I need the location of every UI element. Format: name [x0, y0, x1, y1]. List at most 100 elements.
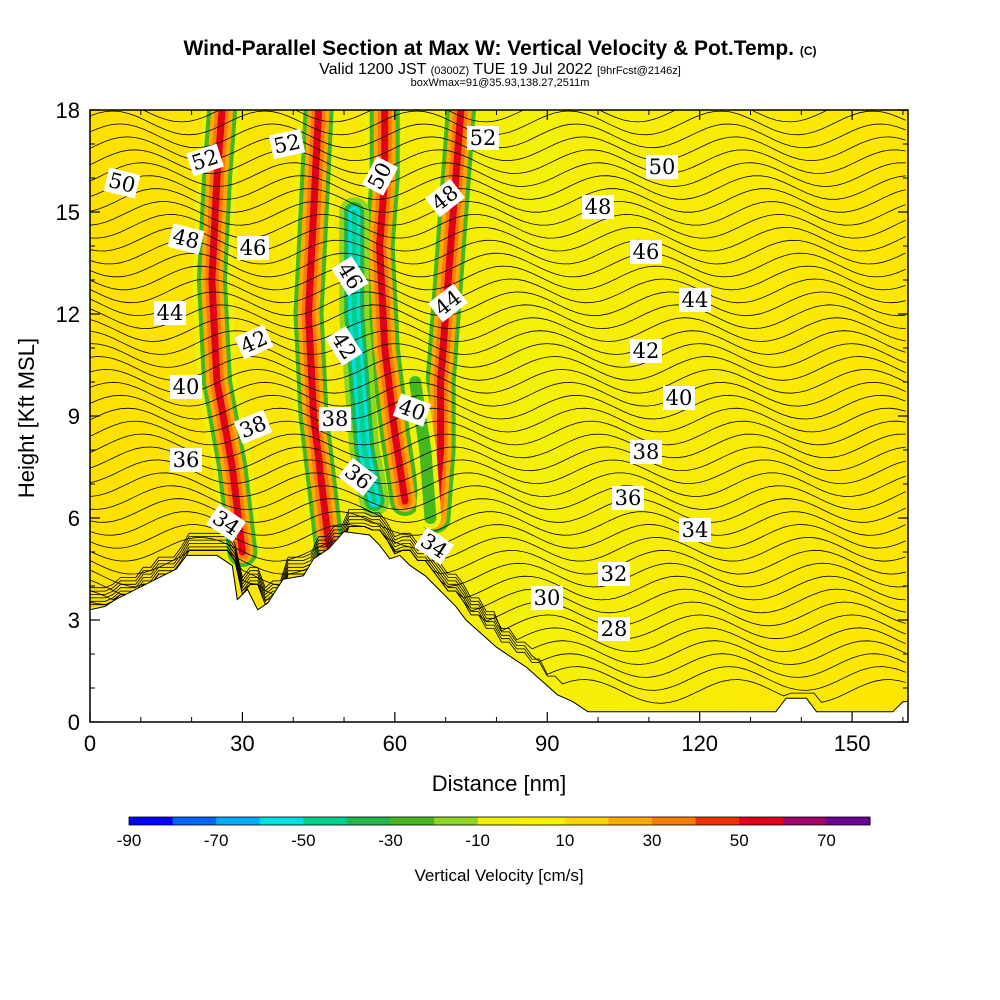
x-tick-label: 120 — [681, 731, 718, 756]
contour-label-bg — [630, 440, 662, 464]
y-tick-label: 12 — [56, 302, 80, 327]
isentrope-line — [90, 356, 906, 381]
contour-label-text: 46 — [633, 240, 660, 264]
contour-label-bg — [598, 562, 630, 586]
contour-label-text: 36 — [173, 448, 200, 472]
isentrope-line — [90, 515, 906, 665]
contour-label-bg — [663, 386, 695, 410]
contour-label: 46 — [237, 236, 269, 260]
colorbar-tick-label: 30 — [643, 831, 662, 850]
contour-label-bg — [237, 236, 269, 260]
y-tick-label: 0 — [68, 710, 80, 735]
contour-label-bg — [630, 339, 662, 363]
isentrope-line — [90, 149, 906, 175]
isentrope-line — [90, 188, 906, 213]
contour-label-text: 44 — [682, 288, 709, 312]
colorbar-swatch — [652, 817, 697, 825]
contour-label-bg — [582, 195, 614, 219]
chart-title-text: Wind-Parallel Section at Max W: Vertical… — [183, 37, 794, 60]
valid-utc: (0300Z) — [430, 65, 470, 77]
contour-label-bg — [170, 375, 202, 399]
contour-label-text: 40 — [666, 386, 693, 410]
contour-label-text: 42 — [633, 339, 660, 363]
isentrope-line — [90, 226, 906, 252]
x-axis-title: Distance [nm] — [432, 771, 567, 796]
x-tick-label: 150 — [834, 731, 871, 756]
contour-label: 30 — [531, 586, 563, 610]
colorbar-swatch — [434, 817, 479, 825]
contour-label-bg — [170, 448, 202, 472]
isentrope-line — [90, 265, 906, 291]
contour-label-bg — [425, 178, 465, 218]
contour-label-text: 40 — [173, 375, 200, 399]
isentrope-line — [90, 291, 906, 317]
colorbar-tick-label: -30 — [378, 831, 403, 850]
colorbar-tick-label: -90 — [117, 831, 142, 850]
contour-label: 48 — [582, 195, 614, 219]
contour-label-bg — [679, 518, 711, 542]
isentrope-line — [90, 162, 906, 187]
colorbar-swatch — [346, 817, 392, 825]
x-tick-label: 90 — [535, 731, 559, 756]
isentrope-line — [90, 330, 906, 355]
contour-label-bg — [233, 409, 273, 445]
contour-label: 36 — [170, 448, 202, 472]
x-tick-label: 60 — [383, 731, 407, 756]
contour-label-bg — [414, 527, 454, 565]
contour-label-text: 28 — [601, 617, 628, 641]
y-tick-label: 6 — [68, 506, 80, 531]
isentrope-line — [90, 472, 906, 497]
colorbar-tick-label: 50 — [730, 831, 749, 850]
y-tick-label: 15 — [56, 200, 80, 225]
colorbar-tick-label: -50 — [291, 831, 316, 850]
contour-label: 40 — [663, 386, 695, 410]
velocity-band-1-layer-4 — [305, 110, 333, 549]
contour-label-text: 52 — [271, 129, 302, 158]
contour-label: 28 — [598, 617, 630, 641]
isentrope-line — [90, 368, 906, 394]
colorbar-swatch — [739, 817, 784, 825]
contour-label: 36 — [612, 486, 644, 510]
contour-label: 38 — [319, 407, 351, 431]
isentrope-line — [90, 522, 906, 691]
isentrope-line — [90, 526, 906, 562]
contour-label: 44 — [679, 288, 711, 312]
contour-label-bg — [325, 326, 363, 366]
colorbar-frame — [128, 816, 871, 826]
contour-label: 52 — [467, 126, 499, 150]
colorbar-title: Vertical Velocity [cm/s] — [414, 866, 583, 885]
contour-label: 42 — [630, 339, 662, 363]
contour-label-bg — [392, 393, 432, 427]
colorbar-swatch — [390, 817, 435, 825]
contour-label: 42 — [234, 324, 274, 360]
colorbar-swatch — [259, 817, 304, 825]
x-tick-label: 30 — [230, 731, 254, 756]
isentrope-line — [90, 252, 906, 278]
colorbar: -90 -70 -50 -30 -10 10 30 50 70 — [117, 816, 871, 850]
isentrope-line — [90, 201, 906, 226]
isentrope-line — [90, 407, 906, 433]
contour-label-text: 30 — [534, 586, 561, 610]
contour-label-text: 44 — [157, 301, 184, 325]
copyright-mark: (C) — [799, 44, 817, 58]
isentrope-line — [90, 239, 906, 265]
colorbar-swatch — [129, 817, 174, 825]
isentrope-line — [90, 433, 906, 459]
contour-label-bg — [319, 407, 351, 431]
contour-label-bg — [598, 617, 630, 641]
contour-label-bg — [428, 283, 468, 323]
contour-label: 32 — [598, 562, 630, 586]
colorbar-tick-label: -10 — [465, 831, 490, 850]
contour-label-bg — [331, 256, 369, 296]
contour-label-bg — [630, 240, 662, 264]
contour-label-bg — [361, 156, 399, 196]
contour-label: 46 — [630, 240, 662, 264]
contour-label: 50 — [646, 155, 678, 179]
contour-label-bg — [234, 324, 274, 360]
colorbar-tick-label: -70 — [204, 831, 229, 850]
box-info: boxWmax=91@35.93,138.27,2511m — [410, 77, 590, 89]
contour-label-text: 50 — [649, 155, 676, 179]
